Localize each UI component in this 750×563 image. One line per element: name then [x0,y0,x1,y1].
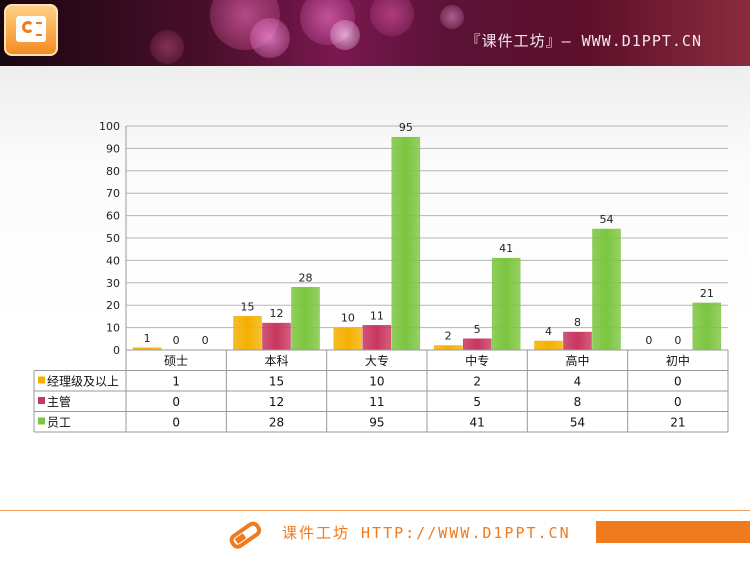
y-tick-label: 40 [106,254,120,267]
category-label: 大专 [365,353,389,368]
table-cell: 0 [172,395,180,409]
decor-bubble [440,5,464,29]
y-tick-label: 100 [99,120,120,133]
table-cell: 5 [473,395,481,409]
bar [433,345,463,351]
decor-bubble [250,18,290,58]
data-label: 21 [700,287,714,300]
data-label: 12 [270,307,284,320]
bar [692,302,722,351]
bar [391,136,421,351]
bar [491,257,521,351]
data-label: 0 [674,334,681,347]
presentation-icon [4,4,58,56]
y-tick-label: 50 [106,232,120,245]
pencil-icon [229,521,262,549]
table-cell: 8 [574,395,582,409]
header-banner: 『课件工坊』— WWW.D1PPT.CN [0,0,750,66]
y-tick-label: 60 [106,210,120,223]
bar [262,322,291,351]
bar [563,331,592,351]
data-label: 11 [370,309,384,322]
data-label: 4 [545,325,552,338]
data-label: 0 [202,334,209,347]
table-cell: 95 [369,416,384,430]
table-cell: 15 [269,375,284,389]
table-cell: 28 [269,416,284,430]
decor-bubble [330,20,360,50]
bar [333,327,363,351]
data-label: 41 [499,242,513,255]
data-label: 10 [341,312,355,325]
table-cell: 0 [674,375,682,389]
data-label: 15 [241,300,255,313]
bar [362,325,392,351]
table-cell: 0 [674,395,682,409]
bar [462,338,492,351]
decor-bubble [150,30,184,64]
data-label: 5 [474,323,481,336]
y-tick-label: 0 [113,344,120,357]
data-label: 28 [299,271,313,284]
category-label: 高中 [565,353,589,368]
y-tick-label: 90 [106,142,120,155]
legend-entry: 员工 [47,416,71,430]
table-cell: 0 [172,416,180,430]
header-title: 『课件工坊』— WWW.D1PPT.CN [465,32,702,50]
data-label: 0 [645,334,652,347]
legend-swatch [38,376,45,384]
y-tick-label: 20 [106,299,120,312]
table-cell: 11 [369,395,384,409]
data-label: 0 [173,334,180,347]
table-cell: 1 [172,375,180,389]
data-label: 2 [445,330,452,343]
table-cell: 2 [473,375,481,389]
y-tick-label: 10 [106,322,120,335]
bar [291,287,320,351]
table-cell: 10 [369,375,384,389]
y-tick-label: 30 [106,277,120,290]
category-label: 本科 [264,354,288,368]
category-label: 初中 [666,353,690,368]
bar [233,316,262,351]
y-tick-label: 70 [106,187,120,200]
data-label: 8 [574,316,581,329]
footer-text: 课件工坊 HTTP://WWW.D1PPT.CN [282,524,571,542]
table-cell: 21 [670,416,685,430]
decor-bubble [370,0,414,36]
data-label: 1 [144,332,151,345]
legend-entry: 经理级及以上 [47,375,119,389]
bar [534,340,563,351]
category-label: 硕士 [164,354,188,368]
table-cell: 12 [269,395,284,409]
legend-swatch [38,397,45,404]
footer-divider [0,510,750,511]
table-cell: 41 [470,416,485,430]
bar [592,228,621,351]
legend-swatch [38,417,45,425]
data-label: 54 [600,213,614,226]
data-label: 95 [399,121,413,134]
table-cell: 4 [574,375,582,389]
legend-entry: 主管 [47,394,71,409]
footer-accent-bar [596,521,750,543]
category-label: 中专 [465,353,489,368]
table-cell: 54 [570,416,585,430]
y-tick-label: 80 [106,165,120,178]
chart-bars [132,136,722,351]
